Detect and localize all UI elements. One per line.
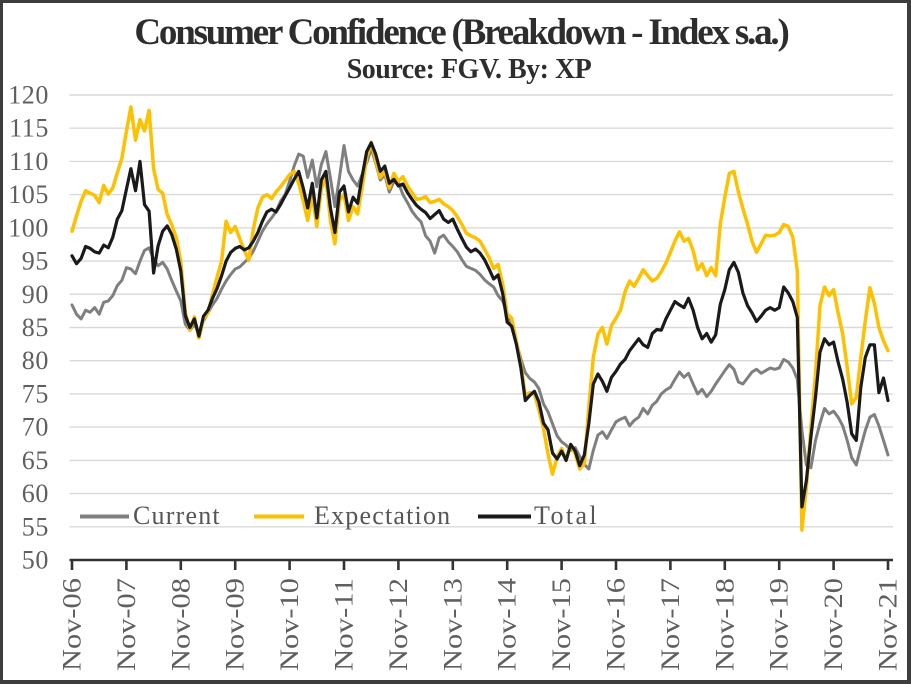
svg-text:Nov-18: Nov-18 [710,578,739,671]
svg-text:55: 55 [22,512,49,541]
svg-text:Nov-09: Nov-09 [221,578,250,671]
svg-text:100: 100 [8,213,49,242]
svg-text:115: 115 [9,114,49,143]
svg-text:Nov-06: Nov-06 [58,578,87,671]
svg-text:Nov-20: Nov-20 [819,578,848,671]
svg-text:60: 60 [22,479,49,508]
svg-text:Nov-10: Nov-10 [275,578,304,671]
svg-text:110: 110 [9,147,49,176]
svg-text:Nov-08: Nov-08 [166,578,195,671]
svg-text:Nov-17: Nov-17 [656,578,685,671]
svg-text:Nov-14: Nov-14 [493,578,522,671]
svg-text:Current: Current [133,501,221,530]
svg-text:Nov-19: Nov-19 [765,578,794,671]
svg-text:95: 95 [22,247,49,276]
svg-text:Expectation: Expectation [314,501,451,530]
svg-text:90: 90 [22,280,49,309]
svg-text:105: 105 [8,180,49,209]
svg-text:80: 80 [22,346,49,375]
svg-text:Consumer Confidence (Breakdown: Consumer Confidence (Breakdown - Index s… [134,12,788,53]
svg-text:Source: FGV. By: XP: Source: FGV. By: XP [347,54,592,85]
svg-text:Nov-16: Nov-16 [602,578,631,671]
svg-text:Nov-21: Nov-21 [874,578,903,671]
svg-text:Total: Total [534,501,599,530]
svg-text:70: 70 [22,413,49,442]
svg-text:Nov-15: Nov-15 [547,578,576,671]
svg-text:120: 120 [8,81,49,110]
svg-text:Nov-12: Nov-12 [384,578,413,671]
svg-text:Nov-11: Nov-11 [330,578,359,671]
svg-text:65: 65 [22,446,49,475]
svg-text:Nov-13: Nov-13 [438,578,467,671]
svg-text:85: 85 [22,313,49,342]
svg-text:Nov-07: Nov-07 [112,578,141,671]
svg-text:75: 75 [22,379,49,408]
svg-text:50: 50 [22,546,49,575]
